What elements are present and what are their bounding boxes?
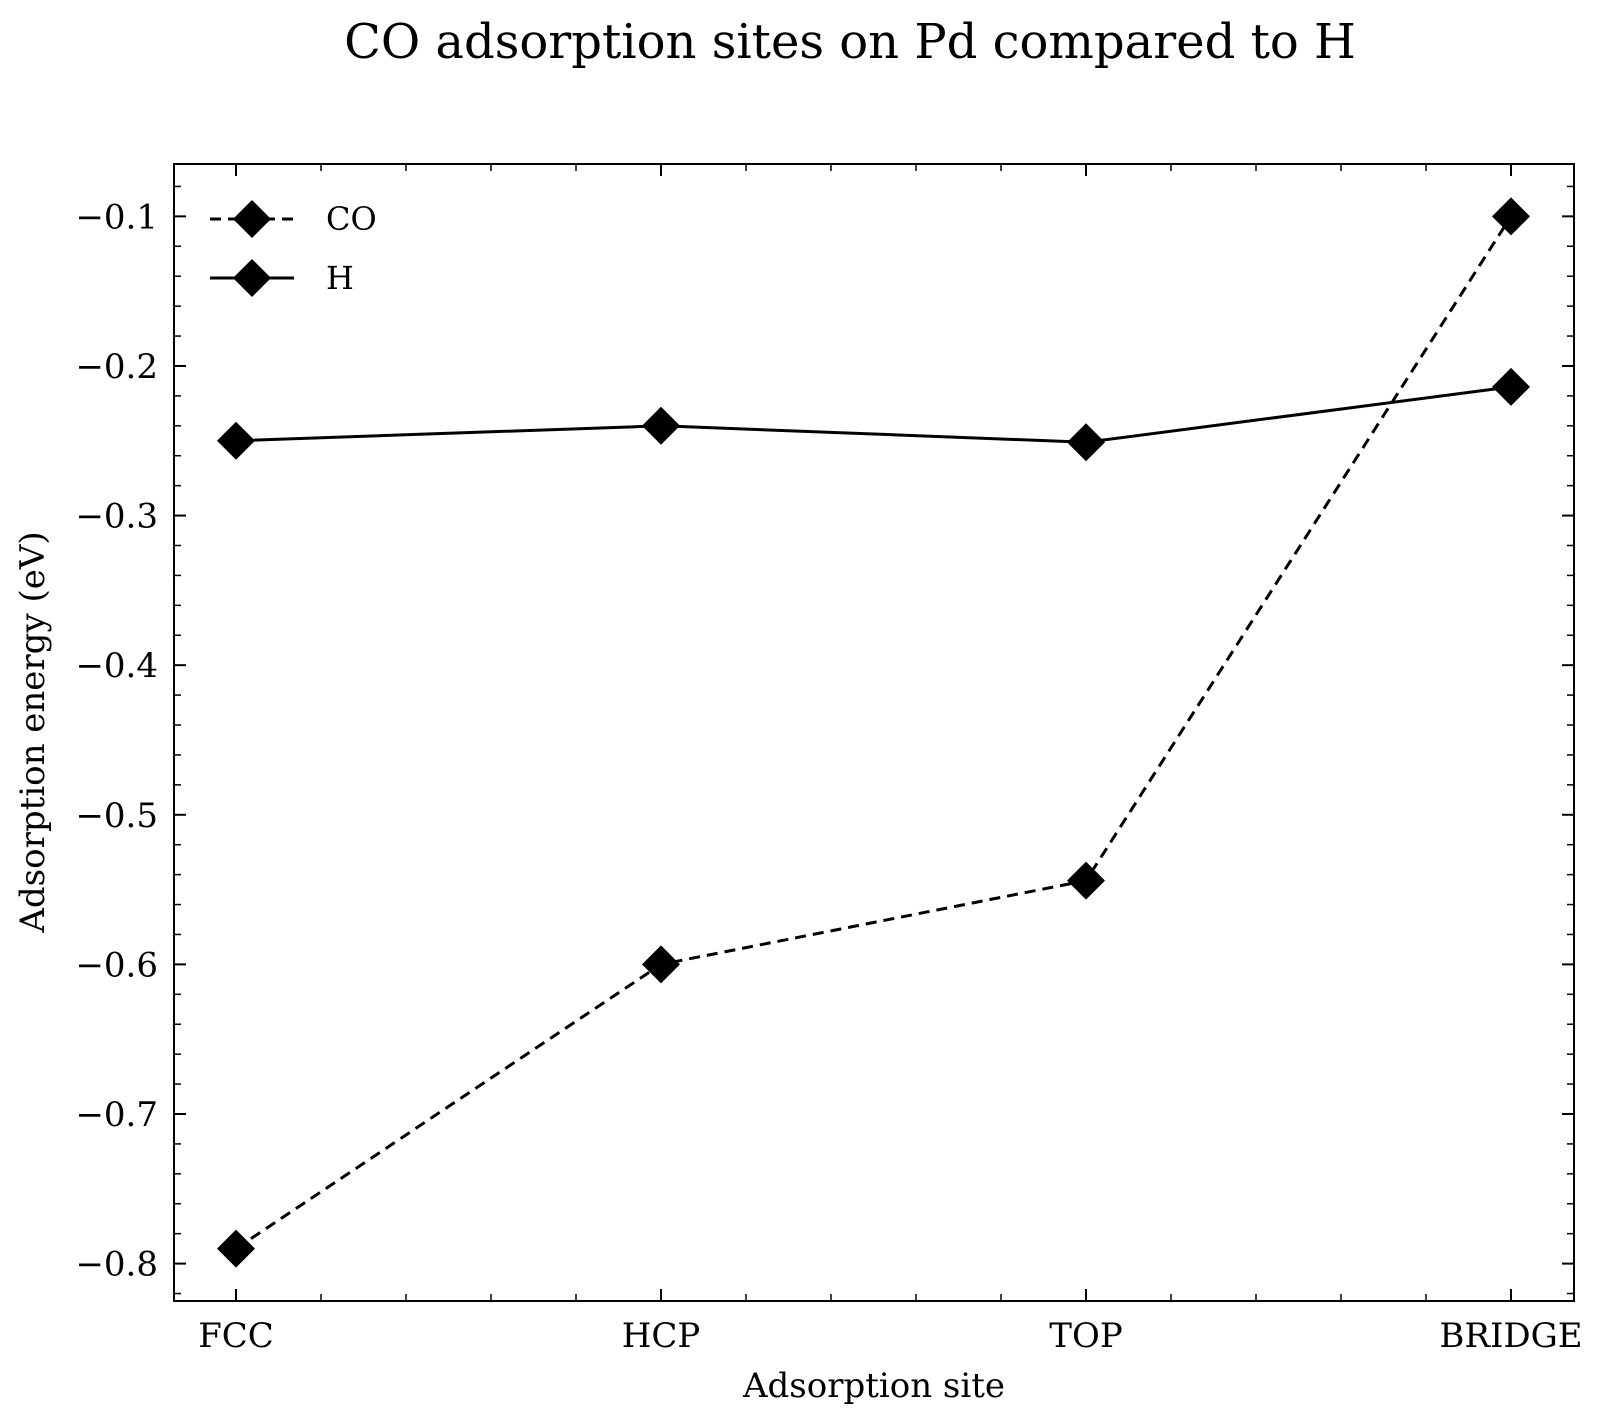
data-point-h: [1067, 423, 1105, 462]
data-point-h: [642, 406, 680, 445]
series-markers: [217, 197, 1530, 1268]
chart-title: CO adsorption sites on Pd compared to H: [344, 14, 1356, 70]
x-axis-label: Adsorption site: [742, 1366, 1005, 1406]
data-point-co: [1067, 861, 1105, 900]
y-tick-label: −0.8: [75, 1245, 158, 1285]
y-tick-label: −0.5: [75, 796, 158, 836]
data-point-h: [217, 421, 255, 460]
y-tick-label: −0.3: [75, 497, 158, 537]
legend-marker-co: [233, 200, 271, 238]
legend-label-h: H: [326, 259, 354, 297]
x-tick-label: HCP: [622, 1316, 701, 1356]
axis-ticks: [174, 164, 1574, 1301]
plot-area-frame: [173, 163, 1575, 1302]
x-tick-label: FCC: [198, 1316, 274, 1356]
legend-marker-h: [233, 259, 271, 297]
series-line-h: [235, 385, 1512, 444]
data-point-co: [1492, 197, 1530, 236]
y-tick-label: −0.6: [75, 945, 158, 985]
series-lines: [235, 215, 1513, 1250]
legend-label-co: CO: [326, 200, 377, 238]
data-point-h: [1492, 367, 1530, 406]
data-point-co: [642, 945, 680, 984]
chart-legend: CO H: [210, 200, 377, 297]
y-axis-label: Adsorption energy (eV): [13, 531, 53, 933]
y-tick-label: −0.4: [75, 646, 158, 686]
data-point-co: [217, 1229, 255, 1268]
series-line-co: [235, 215, 1513, 1250]
y-tick-label: −0.7: [75, 1095, 158, 1135]
y-tick-label: −0.2: [75, 347, 158, 387]
y-tick-label: −0.1: [75, 197, 158, 237]
tick-labels: −0.8 −0.7 −0.6 −0.5 −0.4 −0.3 −0.2 −0.1 FCC HCP TO…: [75, 197, 1582, 1356]
x-tick-label: BRIDGE: [1439, 1316, 1582, 1356]
x-tick-label: TOP: [1049, 1316, 1122, 1356]
